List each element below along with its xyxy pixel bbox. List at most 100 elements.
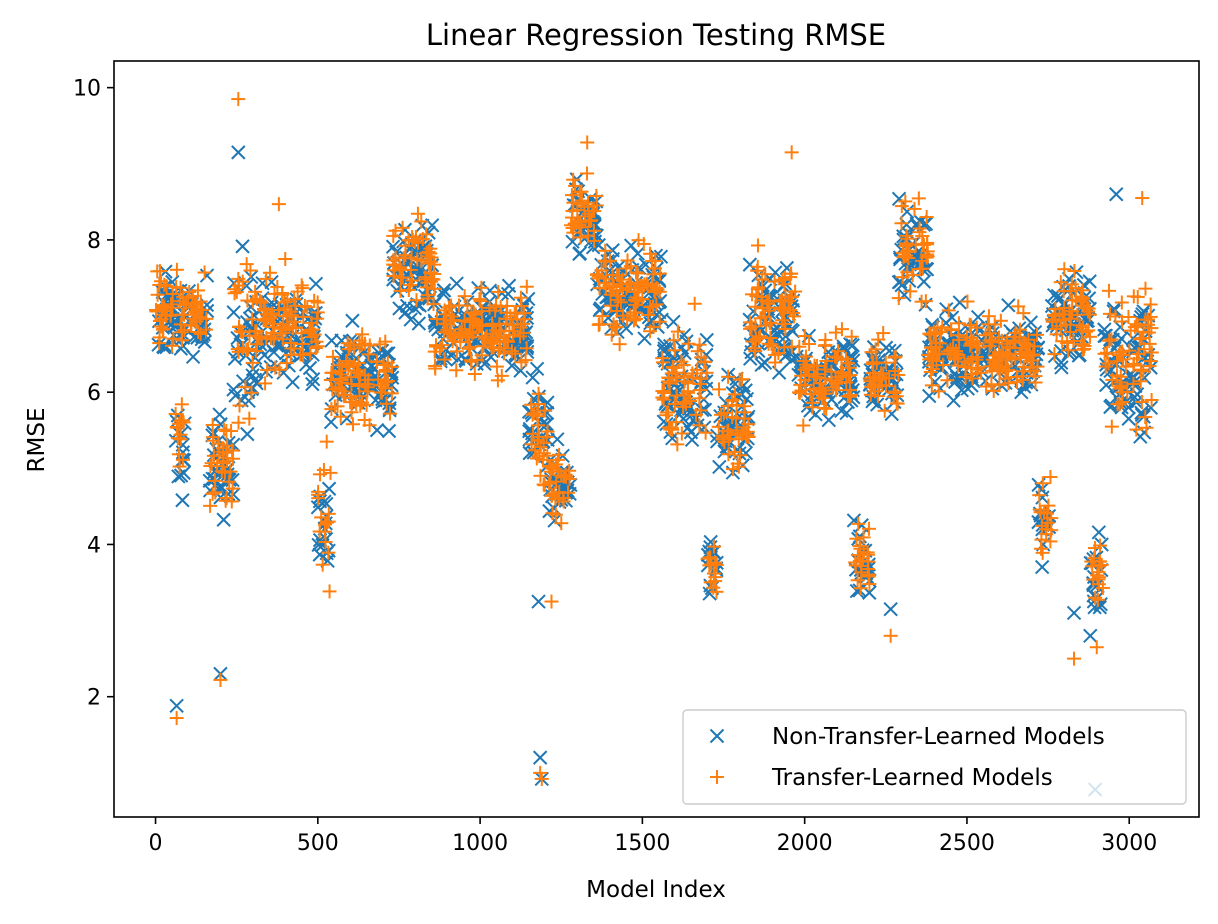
transfer-point [229, 285, 244, 299]
non-transfer-point [379, 346, 394, 361]
transfer-point [238, 380, 253, 395]
non-transfer-point [308, 276, 324, 291]
transfer-point [1134, 394, 1149, 409]
transfer-point [414, 253, 429, 268]
transfer-point [498, 333, 513, 348]
transfer-point [674, 354, 689, 369]
transfer-point [749, 332, 764, 347]
transfer-point [856, 530, 871, 545]
transfer-point [727, 387, 742, 402]
non-transfer-point [529, 361, 545, 377]
transfer-point [230, 342, 245, 357]
transfer-point [476, 339, 491, 354]
transfer-point [524, 397, 539, 412]
transfer-point [156, 299, 171, 314]
transfer-point [699, 365, 714, 380]
transfer-point [491, 343, 506, 358]
transfer-point [534, 771, 549, 786]
non-transfer-point [821, 412, 836, 428]
legend-x-marker [709, 728, 725, 744]
x-tick-label: 500 [297, 831, 339, 856]
non-transfer-point [436, 283, 452, 298]
transfer-point [754, 272, 769, 287]
non-transfer-point [547, 513, 562, 528]
transfer-point [219, 491, 234, 506]
transfer-point [345, 417, 360, 432]
transfer-point [427, 281, 442, 296]
transfer-point [591, 269, 606, 284]
transfer-point [313, 467, 328, 482]
non-transfer-point [593, 301, 608, 316]
non-transfer-point [532, 750, 548, 765]
transfer-point [482, 300, 497, 315]
transfer-point [693, 403, 708, 418]
transfer-point [169, 280, 184, 295]
legend-plus-marker [710, 770, 724, 784]
transfer-point [574, 197, 589, 212]
non-transfer-point [451, 351, 466, 367]
transfer-point [309, 334, 324, 349]
transfer-point [1001, 362, 1016, 377]
transfer-point [231, 92, 246, 107]
transfer-point [984, 363, 999, 378]
transfer-point [669, 415, 684, 430]
transfer-point [437, 352, 452, 367]
transfer-point [1043, 470, 1058, 485]
non-transfer-point [285, 374, 300, 390]
transfer-point [283, 335, 298, 350]
transfer-point [693, 371, 708, 386]
transfer-point [457, 289, 472, 304]
legend-plus-icon [710, 770, 724, 784]
transfer-point [531, 386, 546, 401]
transfer-point [544, 594, 559, 609]
non-transfer-point [933, 381, 948, 396]
transfer-point [740, 428, 755, 443]
x-tick-label: 2500 [939, 831, 995, 856]
transfer-point [791, 385, 806, 400]
transfer-point [861, 521, 876, 536]
legend-x-icon [709, 728, 725, 744]
transfer-point [297, 298, 312, 313]
transfer-point [519, 341, 534, 356]
transfer-point [692, 391, 707, 406]
transfer-point [339, 356, 354, 371]
transfer-point [656, 384, 671, 399]
non-transfer-point [738, 445, 754, 461]
transfer-point [996, 345, 1011, 360]
transfer-point [960, 294, 975, 309]
transfer-point [1063, 324, 1078, 339]
transfer-point [824, 373, 839, 388]
transfer-point [164, 297, 179, 312]
transfer-point [1129, 422, 1144, 437]
transfer-point [670, 437, 685, 452]
transfer-point [964, 367, 979, 382]
x-axis-label: Model Index [586, 877, 726, 903]
transfer-point [1130, 289, 1145, 304]
transfer-point [798, 378, 813, 393]
transfer-point [197, 265, 212, 280]
transfer-point [1088, 590, 1103, 605]
transfer-point [188, 299, 203, 314]
transfer-point [254, 331, 269, 346]
non-transfer-point [525, 370, 540, 385]
transfer-point [348, 394, 363, 409]
x-tick-label: 0 [149, 831, 163, 856]
transfer-point [848, 558, 863, 573]
transfer-point [552, 491, 567, 506]
x-tick-label: 1000 [452, 831, 508, 856]
non-transfer-point [684, 432, 700, 447]
transfer-point [839, 375, 854, 390]
non-transfer-point [619, 321, 634, 336]
transfer-point [155, 322, 170, 337]
transfer-point [1126, 358, 1141, 373]
transfer-point [527, 406, 542, 421]
transfer-point [323, 465, 338, 480]
transfer-point [467, 366, 482, 381]
transfer-point [428, 361, 443, 376]
series-transfer [149, 92, 1159, 786]
transfer-point [992, 330, 1007, 345]
transfer-point [278, 252, 293, 267]
transfer-point [646, 320, 661, 335]
transfer-point [623, 259, 638, 274]
non-transfer-point [235, 374, 251, 389]
